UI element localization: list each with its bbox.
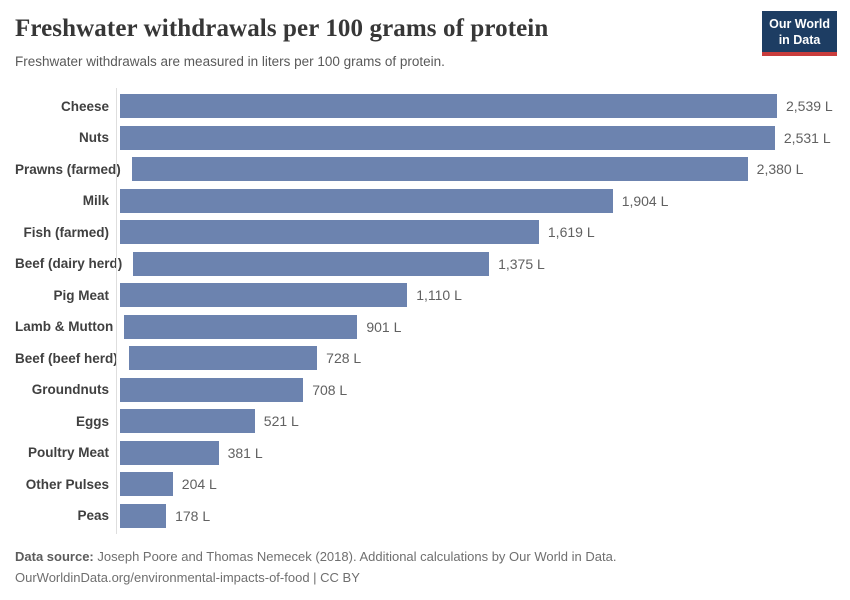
bar-area: 1,619 L: [120, 220, 595, 245]
chart-row: Prawns (farmed) 2,380 L: [15, 153, 850, 185]
value-label: 1,904 L: [621, 192, 669, 209]
bar-area: 2,531 L: [120, 125, 831, 150]
bar-area: 1,375 L: [133, 251, 545, 276]
bar[interactable]: [120, 94, 777, 119]
chart-footer: Data source: Joseph Poore and Thomas Nem…: [15, 546, 835, 588]
category-label: Milk: [82, 193, 109, 209]
bar[interactable]: [120, 283, 408, 308]
category-label: Nuts: [79, 130, 109, 146]
bar-area: 728 L: [128, 346, 362, 371]
bar[interactable]: [128, 346, 318, 371]
chart-row: Beef (dairy herd) 1,375 L: [15, 248, 850, 280]
category-label: Eggs: [75, 413, 109, 429]
bar[interactable]: [120, 377, 304, 402]
value-label: 1,110 L: [416, 287, 462, 304]
chart-row: Eggs 521 L: [15, 405, 850, 437]
bar[interactable]: [120, 125, 775, 150]
category-label: Peas: [77, 508, 109, 524]
category-label: Beef (beef herd): [15, 350, 118, 366]
chart-row: Milk 1,904 L: [15, 185, 850, 217]
owid-logo-line1: Our World: [769, 17, 830, 31]
chart-rows: Cheese 2,539 L Nuts 2,531 L Prawns (farmed) 2…: [15, 90, 850, 531]
chart-row: Peas 178 L: [15, 500, 850, 532]
category-label: Fish (farmed): [23, 224, 109, 240]
owid-logo-line2: in Data: [778, 32, 821, 47]
bar-area: 708 L: [120, 377, 348, 402]
chart-row: Poultry Meat 381 L: [15, 437, 850, 469]
category-label: Cheese: [60, 98, 109, 114]
value-label: 381 L: [227, 444, 263, 461]
bar[interactable]: [120, 220, 539, 245]
owid-logo: Our World in Data: [762, 11, 837, 57]
value-label: 521 L: [263, 413, 299, 430]
chart-row: Groundnuts 708 L: [15, 374, 850, 406]
category-label: Pig Meat: [53, 287, 109, 303]
bar-area: 2,539 L: [120, 94, 833, 119]
bar[interactable]: [120, 440, 219, 465]
footer-url: OurWorldinData.org/environmental-impacts…: [15, 570, 360, 586]
data-source-line: Data source: Joseph Poore and Thomas Nem…: [15, 546, 835, 567]
chart-row: Lamb & Mutton 901 L: [15, 311, 850, 343]
bar[interactable]: [131, 157, 748, 182]
data-source-label: Data source:: [15, 549, 94, 565]
bar-area: 521 L: [120, 409, 299, 434]
category-label: Prawns (farmed): [15, 161, 121, 177]
chart-row: Nuts 2,531 L: [15, 122, 850, 154]
bar-chart: Cheese 2,539 L Nuts 2,531 L Prawns (farmed) 2…: [0, 88, 850, 535]
bar[interactable]: [120, 188, 613, 213]
chart-row: Cheese 2,539 L: [15, 90, 850, 122]
value-label: 728 L: [326, 350, 362, 367]
category-label: Other Pulses: [25, 476, 109, 492]
chart-header: Freshwater withdrawals per 100 grams of …: [0, 0, 850, 70]
value-label: 901 L: [366, 318, 402, 335]
bar[interactable]: [124, 314, 358, 339]
bar[interactable]: [120, 503, 167, 528]
bar-area: 204 L: [120, 472, 217, 497]
value-label: 1,619 L: [547, 224, 595, 241]
value-label: 2,531 L: [783, 129, 831, 146]
chart-row: Fish (farmed) 1,619 L: [15, 216, 850, 248]
bar-area: 381 L: [120, 440, 263, 465]
value-label: 178 L: [175, 507, 211, 524]
category-label: Groundnuts: [31, 382, 109, 398]
chart-row: Beef (beef herd) 728 L: [15, 342, 850, 374]
value-label: 2,380 L: [756, 161, 804, 178]
value-label: 708 L: [312, 381, 348, 398]
category-label: Poultry Meat: [27, 445, 109, 461]
category-label: Beef (dairy herd): [15, 256, 123, 272]
bar-area: 178 L: [120, 503, 211, 528]
bar[interactable]: [120, 409, 255, 434]
bar-area: 1,110 L: [120, 283, 462, 308]
data-source-text: Joseph Poore and Thomas Nemecek (2018). …: [97, 549, 617, 565]
bar-area: 1,904 L: [120, 188, 669, 213]
chart-row: Pig Meat 1,110 L: [15, 279, 850, 311]
bar[interactable]: [133, 251, 490, 276]
category-label: Lamb & Mutton: [15, 319, 114, 335]
bar-area: 901 L: [124, 314, 402, 339]
bar-area: 2,380 L: [131, 157, 804, 182]
value-label: 1,375 L: [498, 255, 545, 272]
y-axis-line: [116, 88, 117, 535]
value-label: 2,539 L: [786, 98, 833, 115]
page-title: Freshwater withdrawals per 100 grams of …: [15, 15, 549, 42]
value-label: 204 L: [181, 476, 217, 493]
chart-subtitle: Freshwater withdrawals are measured in l…: [15, 53, 445, 69]
bar[interactable]: [120, 472, 173, 497]
chart-row: Other Pulses 204 L: [15, 468, 850, 500]
